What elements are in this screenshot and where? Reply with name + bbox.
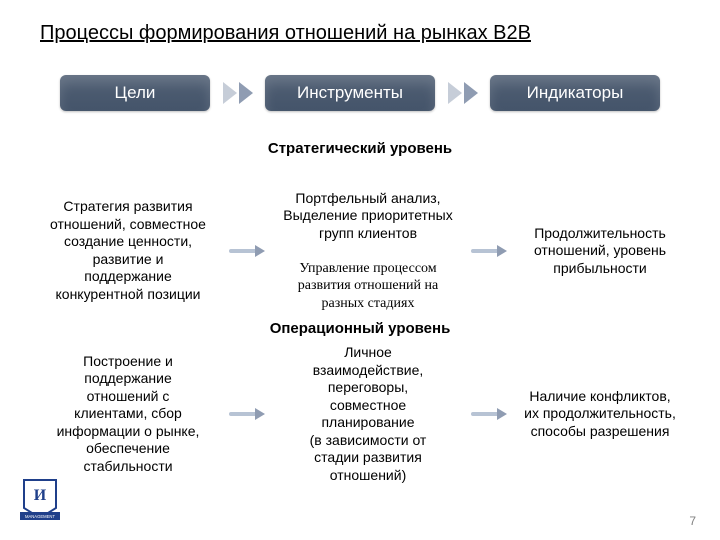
- level-title-strategic: Стратегический уровень: [0, 140, 720, 157]
- logo: И MANAGEMENT: [18, 478, 62, 526]
- cell-operational-instruments: Личное взаимодействие, переговоры, совме…: [268, 344, 468, 484]
- chevron-icon: [464, 82, 478, 104]
- arrow-icon: [471, 246, 507, 256]
- level-title-operational: Операционный уровень: [0, 320, 720, 337]
- header-row: Цели Инструменты Индикаторы: [60, 75, 660, 111]
- page-number: 7: [689, 514, 696, 528]
- cell-text-sub: Управление процессом развития отношений …: [268, 260, 468, 313]
- pill-indicators: Индикаторы: [490, 75, 660, 111]
- chevron-icon: [223, 82, 237, 104]
- cell-strategic-indicators: Продолжительность отношений, уровень при…: [510, 225, 690, 278]
- arrow-icon: [448, 82, 478, 104]
- logo-ribbon-text: MANAGEMENT: [25, 514, 55, 519]
- row-strategic: Стратегия развития отношений, совместное…: [30, 172, 690, 330]
- pill-goals: Цели: [60, 75, 210, 111]
- chevron-icon: [448, 82, 462, 104]
- cell-operational-goals: Построение и поддержание отношений с кли…: [30, 353, 226, 476]
- arrow-icon: [229, 409, 265, 419]
- cell-text-main: Портфельный анализ, Выделение приоритетн…: [268, 190, 468, 243]
- arrow-icon: [471, 409, 507, 419]
- cell-strategic-instruments: Портфельный анализ, Выделение приоритетн…: [268, 172, 468, 330]
- arrow-icon: [223, 82, 253, 104]
- chevron-icon: [239, 82, 253, 104]
- logo-letter: И: [34, 487, 47, 504]
- cell-strategic-goals: Стратегия развития отношений, совместное…: [30, 198, 226, 303]
- arrow-icon: [229, 246, 265, 256]
- row-operational: Построение и поддержание отношений с кли…: [30, 344, 690, 484]
- cell-operational-indicators: Наличие конфликтов, их продолжительность…: [510, 388, 690, 441]
- slide-title: Процессы формирования отношений на рынка…: [40, 22, 531, 45]
- pill-instruments: Инструменты: [265, 75, 435, 111]
